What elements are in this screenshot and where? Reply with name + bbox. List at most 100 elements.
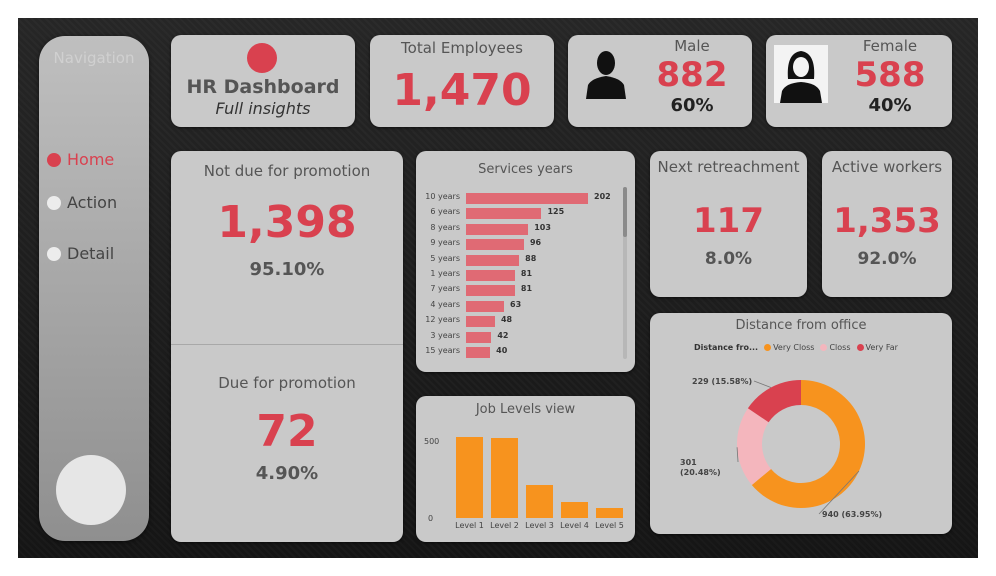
- job-level-bar[interactable]: [596, 507, 623, 518]
- services-years-card: Services years 10 years 202 6 years 125 8 ye…: [416, 151, 635, 372]
- bar-category-label: 5 years: [430, 253, 460, 263]
- job-levels-chart: Level 1 Level 2 Level 3 Level 4 Level 5: [416, 396, 635, 542]
- bar-category-label: Level 3: [525, 521, 554, 530]
- legend-item[interactable]: Very Closs: [764, 343, 814, 352]
- bar-value-label: 48: [500, 315, 513, 325]
- bar-category-label: Level 4: [560, 521, 589, 530]
- donut-data-label: 301 (20.48%): [680, 458, 721, 477]
- job-levels-card: Job Levels view 500 0 Level 1 Level 2 Leve…: [416, 396, 635, 542]
- promotion-card: Not due for promotion 1,398 95.10% Due f…: [171, 151, 403, 542]
- legend-dot-icon: [820, 344, 828, 351]
- service-years-bar[interactable]: [466, 239, 524, 251]
- legend-item[interactable]: Closs: [820, 343, 851, 352]
- bar-value-label: 40: [496, 346, 508, 355]
- total-employees-label: Total Employees: [401, 39, 523, 57]
- distance-card: Distance from office Distance fro... Ver…: [650, 313, 952, 534]
- legend-title: Distance fro...: [694, 343, 759, 352]
- chart-scrollbar-thumb[interactable]: [623, 187, 627, 237]
- service-years-bar[interactable]: [466, 254, 520, 266]
- bar-category-label: Level 5: [595, 521, 624, 530]
- bar-value-label: 202: [594, 192, 611, 201]
- next-retreachment-percent: 8.0%: [704, 249, 753, 269]
- bar-category-label: 1 years: [430, 269, 460, 278]
- total-employees-card: Total Employees 1,470: [370, 35, 554, 127]
- bar-value-label: 103: [534, 222, 551, 232]
- donut-leader-line: [818, 470, 860, 515]
- male-card: Male 882 60%: [568, 35, 752, 127]
- not-due-percent: 95.10%: [249, 259, 325, 280]
- services-years-title: Services years: [478, 162, 573, 177]
- services-years-chart: 10 years 202 6 years 125 8 years 103 9 years 96…: [416, 192, 626, 364]
- distance-donut-chart: 940 (63.95%) 301 (20.48%) 229 (15.58%): [680, 377, 882, 519]
- job-level-bar[interactable]: [526, 485, 553, 518]
- male-label: Male: [674, 37, 710, 55]
- nav-item-label: Action: [67, 193, 118, 212]
- donut-data-label: 229 (15.58%): [692, 377, 752, 386]
- radio-dot-icon: [47, 195, 61, 210]
- radio-dot-icon: [47, 152, 61, 167]
- nav-item-label: Detail: [67, 244, 115, 263]
- service-years-bar[interactable]: [466, 270, 515, 281]
- male-value: 882: [656, 55, 728, 95]
- female-user-icon: [774, 45, 828, 103]
- bar-category-label: Level 2: [490, 521, 519, 530]
- bar-category-label: 7 years: [430, 284, 460, 294]
- female-label: Female: [862, 37, 918, 55]
- service-years-bar[interactable]: [466, 316, 495, 328]
- next-retreachment-label: Next retreachment: [657, 158, 800, 176]
- distance-legend: Distance fro... Very Closs Closs Very Fa…: [694, 343, 898, 352]
- nav-item-home[interactable]: Home: [47, 150, 114, 169]
- job-level-bar[interactable]: [561, 502, 588, 518]
- service-years-bar[interactable]: [466, 223, 529, 235]
- not-due-value: 1,398: [217, 197, 357, 248]
- service-years-bar[interactable]: [466, 331, 492, 343]
- active-workers-card: Active workers 1,353 92.0%: [822, 151, 952, 297]
- due-value: 72: [256, 406, 318, 457]
- service-years-bar[interactable]: [466, 347, 491, 358]
- bar-category-label: 15 years: [425, 346, 460, 355]
- nav-item-detail[interactable]: Detail: [47, 244, 114, 263]
- female-value: 588: [854, 55, 926, 95]
- next-retreachment-value: 117: [693, 201, 764, 241]
- bar-value-label: 81: [520, 284, 533, 294]
- service-years-bar[interactable]: [466, 208, 542, 220]
- logo-dot-icon: [247, 43, 277, 73]
- next-retreachment-card: Next retreachment 117 8.0%: [650, 151, 807, 297]
- bar-value-label: 63: [510, 299, 522, 309]
- y-tick-label: 0: [428, 514, 434, 523]
- job-levels-title: Job Levels view: [475, 402, 576, 417]
- bar-value-label: 125: [547, 207, 565, 217]
- radio-dot-icon: [47, 246, 61, 261]
- female-card: Female 588 40%: [766, 35, 952, 127]
- donut-slice[interactable]: [747, 380, 801, 423]
- legend-item[interactable]: Very Far: [856, 343, 898, 352]
- nav-item-action[interactable]: Action: [47, 193, 117, 212]
- total-employees-value: 1,470: [392, 65, 532, 116]
- donut-leader-line: [753, 380, 772, 388]
- dashboard-subtitle: Full insights: [215, 99, 311, 118]
- bar-category-label: Level 1: [455, 521, 484, 530]
- y-tick-label: 500: [424, 437, 440, 446]
- divider: [171, 344, 403, 345]
- active-workers-percent: 92.0%: [857, 249, 917, 269]
- bar-category-label: 6 years: [430, 207, 460, 217]
- dashboard-title: HR Dashboard: [186, 76, 340, 98]
- bar-category-label: 10 years: [425, 192, 460, 201]
- job-level-bar[interactable]: [491, 437, 518, 518]
- service-years-bar[interactable]: [466, 285, 515, 297]
- navigation-toggle-knob[interactable]: [56, 455, 126, 525]
- bar-value-label: 96: [529, 238, 542, 248]
- donut-slice[interactable]: [737, 408, 772, 485]
- service-years-bar[interactable]: [466, 300, 505, 312]
- navigation-title: Navigation: [53, 49, 135, 67]
- bar-value-label: 42: [497, 330, 509, 340]
- service-years-bar[interactable]: [466, 193, 588, 204]
- female-percent: 40%: [868, 95, 912, 116]
- legend-label: Very Far: [865, 343, 898, 352]
- donut-slice[interactable]: [751, 380, 865, 508]
- donut-data-label: 940 (63.95%): [822, 510, 882, 519]
- chart-scrollbar-track[interactable]: [623, 187, 627, 359]
- job-level-bar[interactable]: [456, 436, 483, 518]
- bar-category-label: 4 years: [430, 299, 460, 309]
- not-due-label: Not due for promotion: [203, 162, 371, 180]
